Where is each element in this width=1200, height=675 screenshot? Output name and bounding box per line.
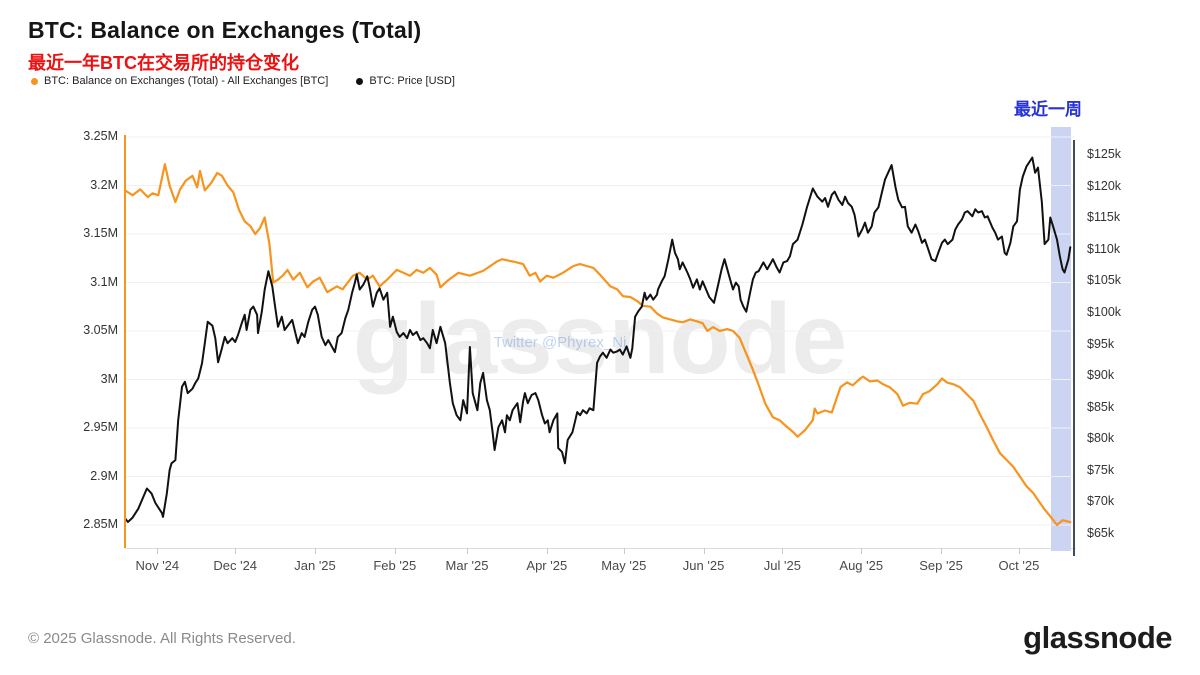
page-title: BTC: Balance on Exchanges (Total) xyxy=(28,17,422,43)
right-axis-tick-label: $105k xyxy=(1087,273,1122,288)
legend-dot-price-icon xyxy=(356,77,364,85)
x-axis-tick-label: Feb '25 xyxy=(373,558,417,573)
right-axis-tick-label: $70k xyxy=(1087,494,1115,509)
x-axis-tick-label: May '25 xyxy=(601,558,647,573)
left-axis-tick-label: 3.05M xyxy=(83,323,118,337)
x-axis-tick-label: Aug '25 xyxy=(839,558,884,573)
balance-series-line xyxy=(123,163,1072,527)
x-axis-tick-label: Jun '25 xyxy=(682,558,725,573)
right-axis-tick-label: $75k xyxy=(1087,462,1115,477)
right-axis-tick-label: $95k xyxy=(1087,336,1115,351)
left-axis-line xyxy=(124,135,126,548)
x-axis-tick-label: Apr '25 xyxy=(526,558,568,573)
x-axis-tick-label: Jul '25 xyxy=(763,558,801,573)
x-axis-tick-label: Sep '25 xyxy=(919,558,963,573)
x-axis-tick xyxy=(941,548,943,554)
legend-item-balance: BTC: Balance on Exchanges (Total) - All … xyxy=(31,75,328,87)
last-week-highlight-band xyxy=(1051,127,1072,551)
x-axis-tick-label: Dec '24 xyxy=(213,558,258,573)
left-axis-tick-label: 2.9M xyxy=(90,468,118,483)
price-series-line xyxy=(124,156,1072,523)
x-axis-tick xyxy=(1018,548,1020,554)
legend-dot-balance-icon xyxy=(31,77,38,85)
last-week-annotation: 最近一周 xyxy=(1014,100,1082,119)
chart-legend: BTC: Balance on Exchanges (Total) - All … xyxy=(31,75,455,87)
legend-label-price: BTC: Price [USD] xyxy=(369,75,455,87)
twitter-watermark: Twitter @Phyrex_Ni xyxy=(493,334,627,351)
right-axis-tick-label: $85k xyxy=(1087,399,1115,414)
x-axis-tick xyxy=(394,548,396,554)
right-axis-tick-label: $120k xyxy=(1087,178,1122,193)
legend-label-balance: BTC: Balance on Exchanges (Total) - All … xyxy=(44,75,329,87)
legend-item-price: BTC: Price [USD] xyxy=(356,75,455,87)
right-axis-tick-label: $65k xyxy=(1087,526,1115,540)
chart-svg xyxy=(123,136,1075,527)
left-axis-tick-label: 3.15M xyxy=(83,226,118,240)
left-axis-tick-label: 3M xyxy=(100,371,118,386)
x-axis-tick xyxy=(623,548,625,554)
right-axis-tick-label: $90k xyxy=(1087,368,1115,383)
right-axis-tick-label: $115k xyxy=(1087,210,1121,225)
left-axis-tick-label: 2.85M xyxy=(83,517,118,531)
copyright-text: © 2025 Glassnode. All Rights Reserved. xyxy=(28,630,296,647)
x-axis-tick xyxy=(861,548,863,554)
x-axis-tick xyxy=(782,548,784,554)
x-axis-tick xyxy=(315,548,316,554)
right-axis-tick-label: $80k xyxy=(1087,431,1115,446)
x-axis-tick-label: Nov '24 xyxy=(135,558,180,573)
left-axis-tick-label: 3.25M xyxy=(83,129,118,143)
left-axis-tick-label: 2.95M xyxy=(83,420,118,434)
right-axis-line xyxy=(1073,140,1075,556)
right-axis-tick-label: $100k xyxy=(1087,304,1122,319)
x-axis-tick xyxy=(467,548,468,554)
x-axis-tick-label: Mar '25 xyxy=(445,558,489,573)
glassnode-logo: glassnode xyxy=(1023,620,1172,655)
chart-plot-area: glassnode Twitter @Phyrex_Ni xyxy=(123,127,1075,551)
x-axis-tick xyxy=(157,548,159,554)
right-axis-tick-label: $125k xyxy=(1087,147,1122,161)
x-axis-tick-label: Oct '25 xyxy=(998,558,1040,573)
right-axis-tick-label: $110k xyxy=(1087,241,1121,256)
x-axis-tick xyxy=(546,548,548,554)
x-axis-tick xyxy=(235,548,237,554)
x-axis-tick-label: Jan '25 xyxy=(294,558,336,573)
left-axis-tick-label: 3.1M xyxy=(90,274,118,289)
bottom-axis-line xyxy=(125,548,1076,549)
x-axis-tick xyxy=(703,548,705,554)
chart-subtitle-chinese: 最近一年BTC在交易所的持仓变化 xyxy=(28,53,299,73)
left-axis-tick-label: 3.2M xyxy=(90,177,118,192)
